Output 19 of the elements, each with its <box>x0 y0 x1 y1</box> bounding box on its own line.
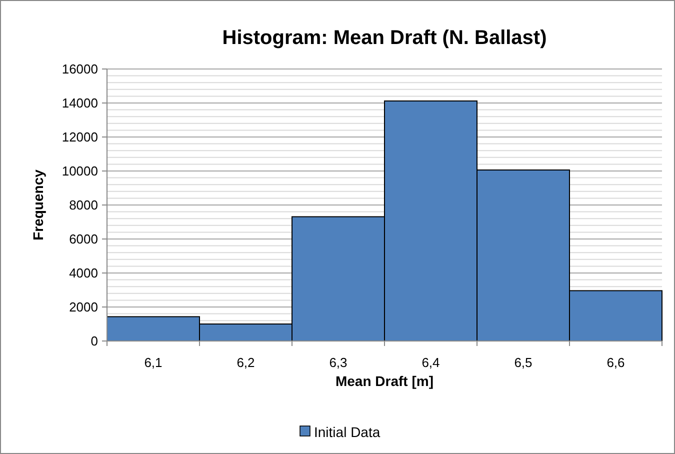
x-tick-label: 6,4 <box>422 355 440 370</box>
y-tick-label: 16000 <box>62 62 98 77</box>
y-tick-label: 4000 <box>69 266 98 281</box>
x-tick-label: 6,5 <box>514 355 532 370</box>
chart-title: Histogram: Mean Draft (N. Ballast) <box>222 27 547 49</box>
y-tick-label: 6000 <box>69 232 98 247</box>
x-tick-label: 6,2 <box>236 355 255 370</box>
y-tick-label: 8000 <box>69 198 98 213</box>
y-tick-label: 0 <box>90 334 98 349</box>
y-tick-label: 10000 <box>62 164 98 179</box>
x-tick-label: 6,1 <box>144 355 162 370</box>
legend-label: Initial Data <box>314 424 380 440</box>
x-tick-label: 6,3 <box>329 355 348 370</box>
x-tick-label: 6,6 <box>606 355 625 370</box>
x-axis-title: Mean Draft [m] <box>335 373 434 389</box>
y-tick-label: 14000 <box>62 96 98 111</box>
y-tick-label: 12000 <box>62 130 98 145</box>
y-tick-label: 2000 <box>69 300 98 315</box>
y-axis-title: Frequency <box>30 169 46 240</box>
